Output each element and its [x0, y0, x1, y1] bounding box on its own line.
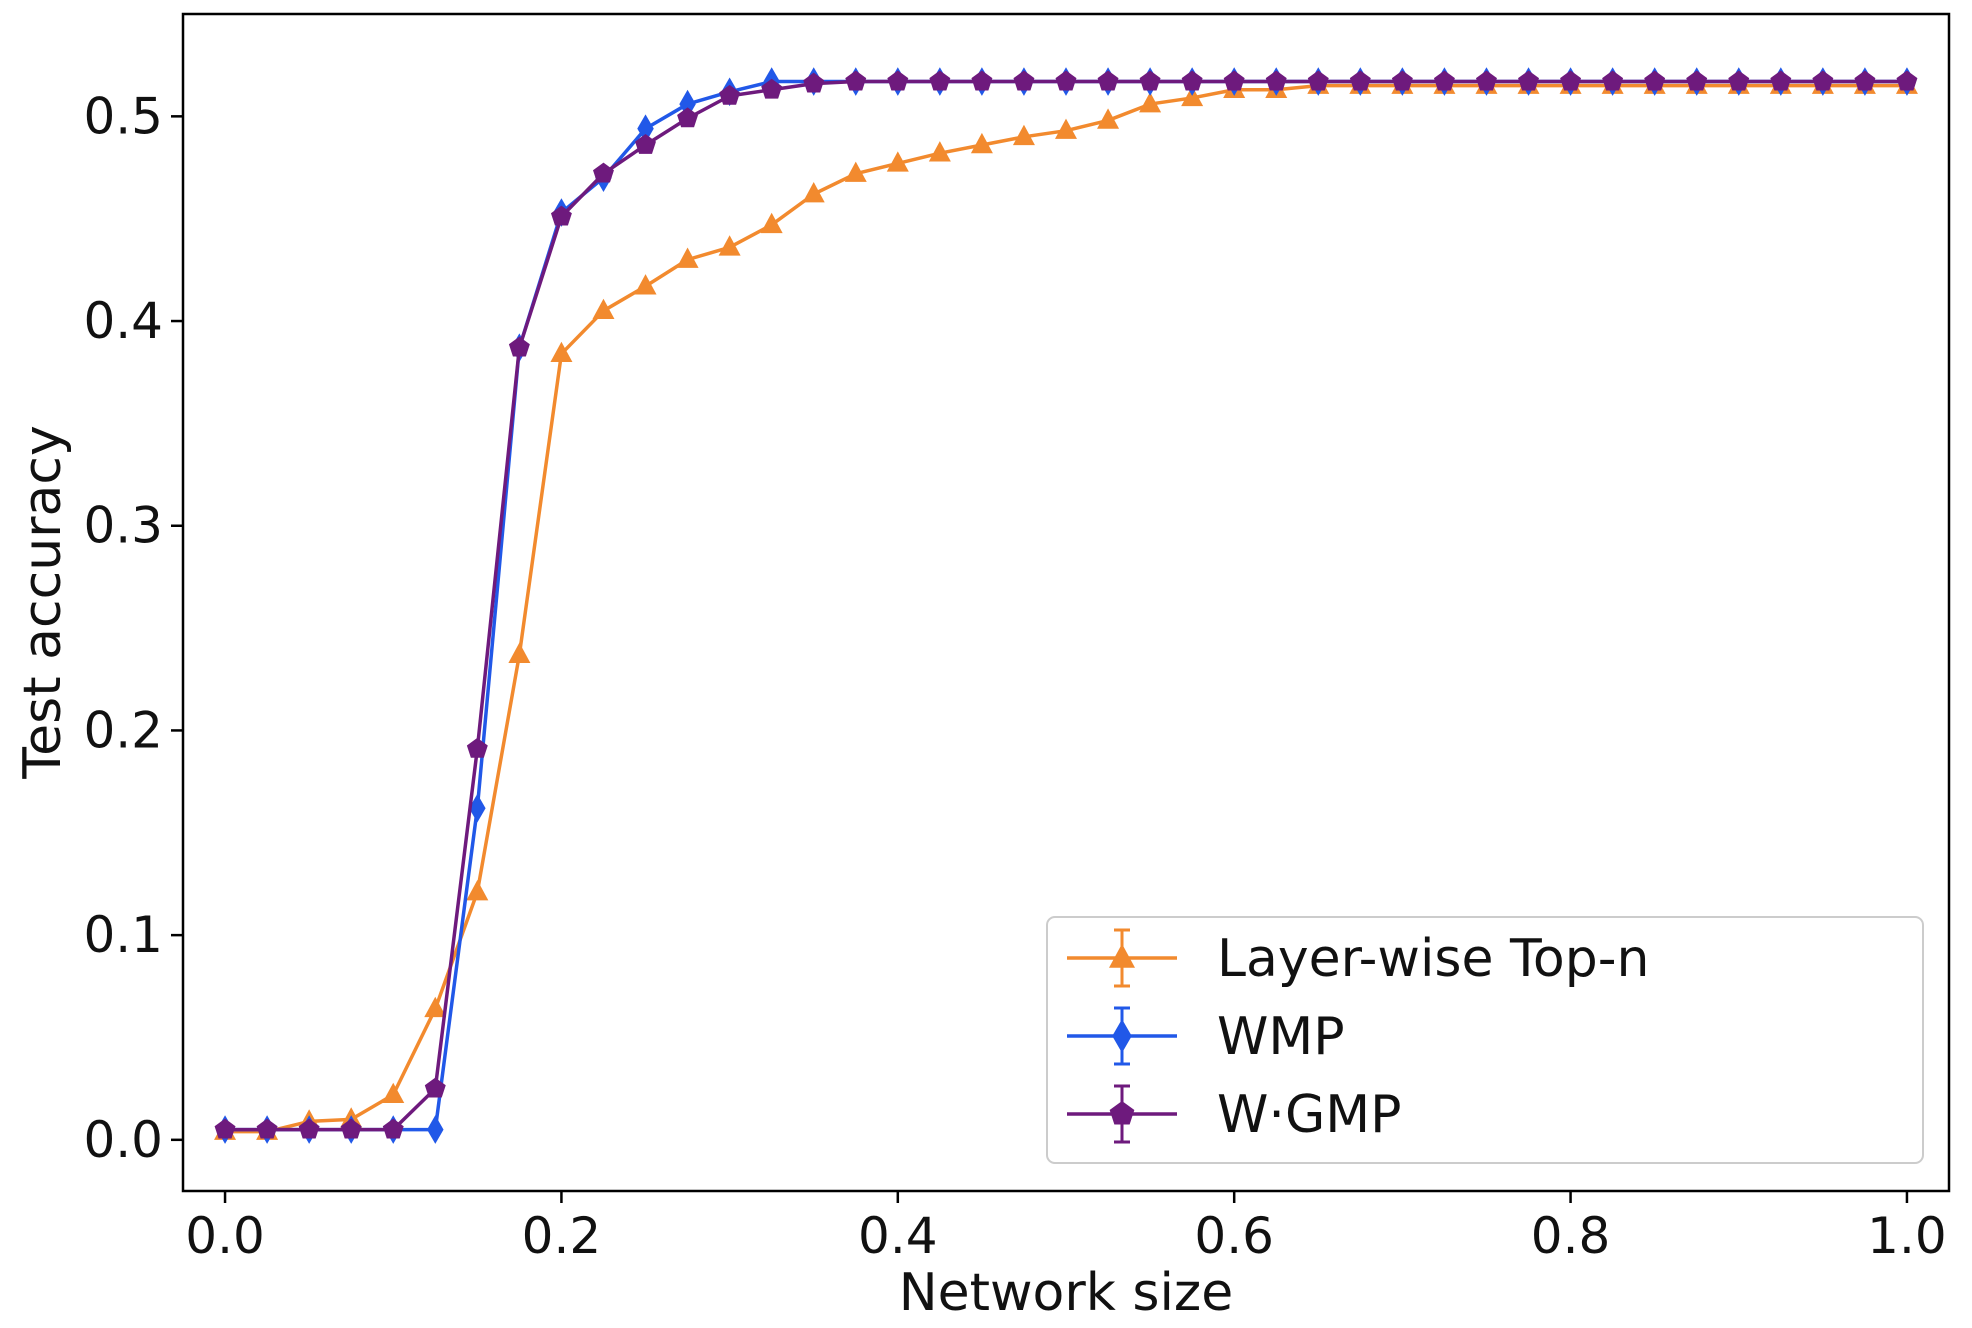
data-point [1265, 70, 1287, 91]
x-tick-label: 0.6 [1194, 1207, 1274, 1265]
y-tick-label: 0.0 [83, 1111, 163, 1169]
data-point [1854, 70, 1876, 91]
legend-marker [1109, 1101, 1135, 1125]
y-tick-label: 0.1 [83, 906, 163, 964]
data-point [1896, 70, 1918, 91]
data-point [382, 1082, 405, 1104]
data-point [1476, 70, 1497, 91]
data-point [677, 107, 699, 128]
legend-marker [1112, 1019, 1132, 1053]
x-tick-label: 0.0 [185, 1207, 265, 1265]
legend-item: Layer-wise Top-n [1067, 928, 1649, 989]
data-point [1181, 70, 1203, 91]
data-point [1602, 70, 1624, 91]
x-tick-label: 0.8 [1531, 1207, 1611, 1265]
x-axis-title: Network size [899, 1263, 1233, 1323]
y-tick-label: 0.2 [83, 701, 163, 759]
data-point [550, 205, 572, 226]
data-point [634, 274, 657, 295]
data-point [382, 1118, 404, 1139]
data-point [1644, 70, 1666, 91]
legend-label: Layer-wise Top-n [1217, 929, 1649, 989]
y-tick-label: 0.5 [83, 87, 163, 145]
y-axis-title: Test accuracy [13, 425, 73, 780]
series-layer [214, 67, 1918, 1144]
data-point [427, 1115, 444, 1144]
data-point [466, 737, 488, 758]
y-tick-label: 0.3 [83, 497, 163, 555]
data-point [635, 134, 656, 154]
data-point [761, 78, 783, 99]
data-point [1055, 70, 1077, 91]
data-point [424, 1077, 446, 1098]
data-point [1349, 70, 1371, 91]
data-point [508, 336, 530, 357]
data-point [1097, 70, 1119, 91]
data-point [256, 1118, 278, 1139]
x-axis: 0.0 0.2 0.4 0.6 0.8 1.0 [185, 1191, 1947, 1265]
data-point [928, 141, 951, 162]
data-point [214, 1118, 236, 1139]
data-point [929, 70, 951, 91]
y-axis: 0.0 0.1 0.2 0.3 0.4 0.5 [83, 87, 183, 1169]
legend-marker [1109, 943, 1135, 968]
data-point [1728, 70, 1750, 91]
data-point [760, 212, 783, 234]
data-point [593, 162, 614, 183]
legend-item: W·GMP [1067, 1084, 1401, 1145]
data-point [845, 70, 867, 91]
data-point [1013, 70, 1035, 91]
data-point [887, 70, 909, 91]
data-point [1391, 70, 1413, 91]
data-point [1139, 70, 1161, 91]
data-point [340, 1118, 362, 1139]
data-point [550, 341, 573, 363]
series-w-gmp [214, 70, 1918, 1139]
data-point [469, 793, 486, 823]
data-point [1518, 70, 1539, 91]
data-point [592, 298, 615, 320]
data-point [844, 161, 867, 182]
data-point [803, 72, 825, 93]
data-point [637, 114, 654, 143]
data-point [1181, 85, 1204, 107]
data-point [1223, 70, 1245, 91]
data-point [1139, 91, 1162, 113]
x-tick-label: 0.2 [522, 1207, 602, 1265]
legend-item: WMP [1067, 1006, 1345, 1067]
legend-label: WMP [1217, 1007, 1345, 1067]
x-tick-label: 1.0 [1867, 1207, 1947, 1265]
legend-label: W·GMP [1217, 1085, 1401, 1145]
data-point [1433, 70, 1455, 91]
data-point [1012, 124, 1035, 146]
data-point [886, 151, 909, 172]
data-point [718, 235, 741, 256]
data-point [971, 70, 993, 91]
data-point [1770, 70, 1792, 91]
legend: Layer-wise Top-n WMP W·GMP [1046, 916, 1924, 1164]
data-point [1097, 108, 1120, 129]
data-point [298, 1118, 320, 1139]
data-point [719, 84, 741, 105]
data-point [676, 247, 699, 268]
data-point [1812, 70, 1834, 91]
data-point [466, 880, 489, 901]
x-tick-label: 0.4 [858, 1207, 938, 1265]
data-point [1686, 70, 1708, 91]
y-tick-label: 0.4 [83, 292, 163, 350]
data-point [802, 182, 825, 203]
data-point [1055, 118, 1077, 139]
legend-box [1046, 916, 1924, 1164]
data-point [970, 132, 993, 154]
data-point [1307, 70, 1329, 91]
data-point [424, 996, 447, 1018]
data-point [1560, 70, 1582, 91]
data-point [508, 642, 531, 663]
